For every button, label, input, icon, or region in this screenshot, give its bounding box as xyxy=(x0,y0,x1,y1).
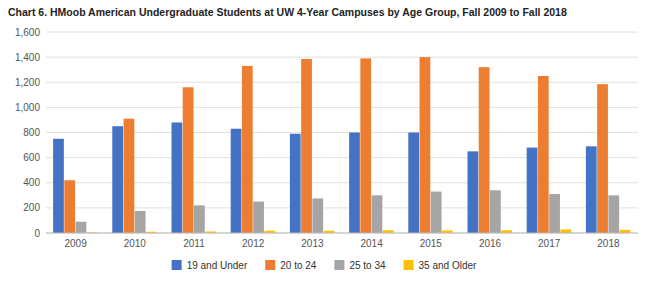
bar xyxy=(242,66,253,233)
legend-label: 19 and Under xyxy=(187,260,248,271)
bar xyxy=(468,151,479,233)
bar xyxy=(135,211,146,233)
x-axis: 2009 2010 2011 2012 2013 2014 2015 2016 2017 2018 xyxy=(46,233,638,249)
legend-label: 25 to 34 xyxy=(349,260,386,271)
bar xyxy=(349,133,360,234)
legend: 19 and Under 20 to 24 25 to 34 35 and Older xyxy=(172,260,477,271)
y-tick-label: 800 xyxy=(23,127,40,138)
bar xyxy=(372,195,383,233)
y-tick-label: 1,000 xyxy=(15,102,40,113)
chart: Chart 6. HMoob American Undergraduate St… xyxy=(0,0,648,283)
bar xyxy=(172,122,183,233)
bar xyxy=(112,126,123,233)
grid-line xyxy=(46,107,638,108)
bar xyxy=(53,139,64,233)
bar xyxy=(597,84,608,233)
bar xyxy=(231,129,242,233)
title: Chart 6. HMoob American Undergraduate St… xyxy=(8,6,567,18)
grid-line xyxy=(46,233,638,234)
x-tick-label: 2013 xyxy=(301,238,324,249)
y-tick-label: 1,400 xyxy=(15,52,40,63)
grid-line xyxy=(46,57,638,58)
bar xyxy=(527,148,538,233)
bar xyxy=(538,76,549,233)
legend-swatch xyxy=(172,260,182,270)
bar xyxy=(431,192,442,233)
x-axis-line xyxy=(46,233,638,234)
x-tick-label: 2011 xyxy=(183,238,205,249)
y-tick-label: 1,600 xyxy=(15,27,40,38)
bar xyxy=(253,202,264,233)
bar xyxy=(586,146,597,233)
y-tick-label: 0 xyxy=(34,228,40,239)
bar xyxy=(64,180,75,233)
bar xyxy=(420,57,431,233)
grid-line xyxy=(46,132,638,133)
y-tick-label: 1,200 xyxy=(15,77,40,88)
x-tick-label: 2016 xyxy=(479,238,502,249)
bar xyxy=(124,119,135,233)
x-tick-label: 2009 xyxy=(64,238,87,249)
grid-line xyxy=(46,82,638,83)
legend-swatch xyxy=(265,260,275,270)
x-tick-label: 2015 xyxy=(420,238,443,249)
bars xyxy=(53,57,630,233)
legend-label: 20 to 24 xyxy=(280,260,317,271)
y-tick-label: 600 xyxy=(23,152,40,163)
bar xyxy=(312,198,323,233)
bar xyxy=(479,67,490,233)
legend-swatch xyxy=(404,260,414,270)
bar xyxy=(408,133,419,234)
legend-swatch xyxy=(334,260,344,270)
x-tick-label: 2010 xyxy=(124,238,147,249)
bar xyxy=(290,134,301,233)
bar xyxy=(76,222,87,233)
y-axis: 0 200 400 600 800 1,000 1,200 1,400 1,600 xyxy=(15,27,638,239)
grid-line xyxy=(46,32,638,33)
x-tick-label: 2017 xyxy=(538,238,561,249)
grid-line xyxy=(46,182,638,183)
bar xyxy=(490,190,501,233)
bar xyxy=(560,229,571,233)
bar xyxy=(360,58,371,233)
bar xyxy=(608,195,619,233)
grid-line xyxy=(46,157,638,158)
x-tick-label: 2018 xyxy=(597,238,620,249)
bar xyxy=(183,87,194,233)
bar xyxy=(194,205,205,233)
bar xyxy=(549,194,560,233)
bar xyxy=(301,59,312,233)
legend-label: 35 and Older xyxy=(419,260,477,271)
y-tick-label: 200 xyxy=(23,202,40,213)
x-tick-label: 2012 xyxy=(242,238,265,249)
y-tick-label: 400 xyxy=(23,177,40,188)
x-tick-label: 2014 xyxy=(360,238,383,249)
